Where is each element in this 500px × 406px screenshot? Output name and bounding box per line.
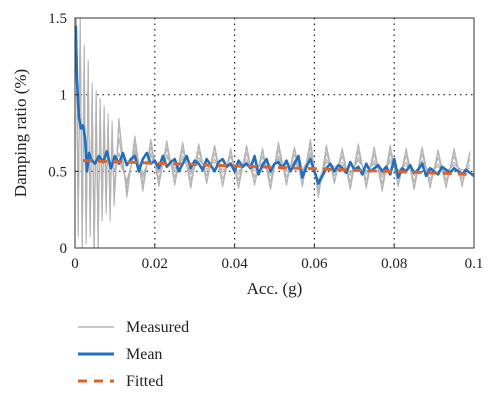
x-tick-label: 0.1	[465, 256, 484, 272]
plot-area	[75, 18, 474, 248]
series-measured-line	[75, 18, 471, 248]
legend: Measured Mean Fitted	[78, 319, 189, 390]
legend-label-fitted: Fitted	[126, 373, 163, 390]
series-fitted-line	[82, 159, 474, 176]
x-tick-label: 0	[71, 256, 79, 272]
series-measured-line	[75, 48, 471, 218]
x-tick-label: 0.04	[221, 256, 248, 272]
grid	[75, 18, 474, 248]
series-mean-line	[75, 25, 474, 185]
plot-frame	[74, 17, 475, 249]
series-measured-line	[75, 25, 471, 241]
x-tick-label: 0.02	[142, 256, 168, 272]
axis-ticks: 0 0.02 0.04 0.06 0.08 0.1 0 0.5 1 1.5	[48, 11, 483, 272]
legend-label-measured: Measured	[126, 319, 189, 336]
series-measured-line	[75, 40, 471, 226]
x-tick-label: 0.08	[381, 256, 407, 272]
legend-label-mean: Mean	[126, 346, 162, 363]
y-tick-label: 0	[60, 241, 68, 257]
y-tick-label: 1.5	[48, 11, 67, 27]
y-tick-label: 1	[60, 88, 68, 104]
x-axis-title: Acc. (g)	[247, 279, 303, 298]
y-tick-label: 0.5	[48, 164, 67, 180]
series-measured-line	[75, 18, 471, 248]
y-axis-title: Damping ratio (%)	[11, 69, 30, 197]
x-tick-label: 0.06	[301, 256, 328, 272]
